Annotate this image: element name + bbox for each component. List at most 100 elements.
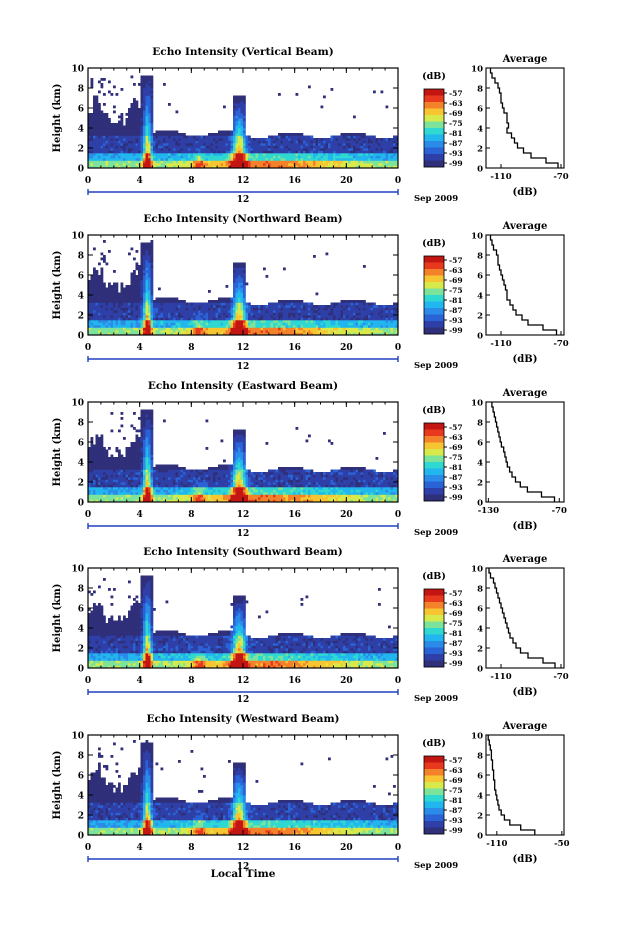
heatmap-cell [353,158,356,161]
heatmap-cell [198,323,201,326]
heatmap-cell [183,308,186,311]
heatmap-cell [238,136,241,139]
heatmap-cell [281,153,284,156]
heatmap-cell [171,318,174,321]
heatmap-cell [308,310,311,313]
heatmap-cell [368,136,371,139]
heatmap-cell [98,141,101,144]
heatmap-cell [226,298,229,301]
heatmap-cell [211,143,214,146]
heatmap-cell [148,265,151,268]
heatmap-cell [93,323,96,326]
heatmap-cell [108,250,111,253]
heatmap-cell [141,131,144,134]
heatmap-cell [136,116,139,119]
heatmap-cell [276,330,279,333]
heatmap-cell [323,151,326,154]
heatmap-cell [176,300,179,303]
heatmap-cell [193,328,196,331]
heatmap-cell [163,83,166,86]
heatmap-cell [226,141,229,144]
heatmap-cell [368,315,371,318]
heatmap-cell [126,467,129,470]
heatmap-cell [156,320,159,323]
heatmap-cell [118,141,121,144]
heatmap-cell [228,313,231,316]
heatmap-cell [103,330,106,333]
heatmap-cell [238,153,241,156]
heatmap-cell [321,156,324,159]
heatmap-cell [211,330,214,333]
heatmap-cell [241,283,244,286]
heatmap-cell [98,136,101,139]
heatmap-cell [133,290,136,293]
heatmap-cell [98,470,101,473]
heatmap-cell [216,138,219,141]
heatmap-cell [226,161,229,164]
heatmap-cell [156,305,159,308]
heatmap-cell [243,141,246,144]
heatmap-cell [288,151,291,154]
heatmap-cell [366,320,369,323]
heatmap-cell [161,298,164,301]
heatmap-cell [358,303,361,306]
heatmap-cell [363,303,366,306]
heatmap-cell [93,455,96,458]
heatmap-cell [186,151,189,154]
heatmap-cell [141,83,144,86]
heatmap-cell [121,300,124,303]
heatmap-cell [176,111,179,114]
heatmap-cell [166,298,169,301]
heatmap-cell [366,305,369,308]
heatmap-cell [128,116,131,119]
heatmap-cell [108,495,111,498]
heatmap-cell [121,158,124,161]
heatmap-cell [168,303,171,306]
heatmap-cell [241,126,244,129]
heatmap-cell [243,328,246,331]
heatmap-cell [246,138,249,141]
heatmap-cell [203,148,206,151]
heatmap-cell [241,123,244,126]
heatmap-cell [256,325,259,328]
heatmap-cell [123,495,126,498]
heatmap-cell [303,138,306,141]
heatmap-cell [206,320,209,323]
heatmap-cell [353,318,356,321]
heatmap-cell [233,310,236,313]
heatmap-cell [93,310,96,313]
heatmap-cell [251,153,254,156]
heatmap-cell [263,313,266,316]
heatmap-cell [111,477,114,480]
heatmap-cell [143,141,146,144]
heatmap-cell [348,318,351,321]
heatmap-cell [368,161,371,164]
heatmap-cell [148,288,151,291]
heatmap-cell [176,151,179,154]
heatmap-cell [348,320,351,323]
heatmap-cell [236,265,239,268]
heatmap-cell [228,146,231,149]
heatmap-cell [356,151,359,154]
heatmap-cell [128,163,131,166]
heatmap-cell [111,460,114,463]
heatmap-cell [263,161,266,164]
heatmap-cell [273,161,276,164]
heatmap-cell [163,143,166,146]
heatmap-cell [93,141,96,144]
heatmap-cell [256,141,259,144]
heatmap-cell [226,318,229,321]
heatmap-cell [261,328,264,331]
heatmap-cell [131,106,134,109]
heatmap-cell [141,156,144,159]
heatmap-cell [368,330,371,333]
heatmap-cell [268,136,271,139]
heatmap-cell [273,158,276,161]
heatmap-cell [128,133,131,136]
heatmap-cell [166,151,169,154]
heatmap-cell [361,310,364,313]
heatmap-cell [186,163,189,166]
heatmap-cell [151,101,154,104]
heatmap-cell [273,328,276,331]
heatmap-cell [393,310,396,313]
